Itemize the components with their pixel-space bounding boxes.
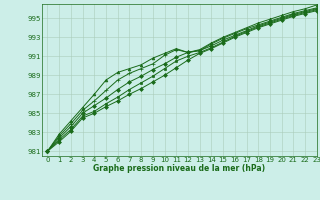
X-axis label: Graphe pression niveau de la mer (hPa): Graphe pression niveau de la mer (hPa) [93, 164, 265, 173]
